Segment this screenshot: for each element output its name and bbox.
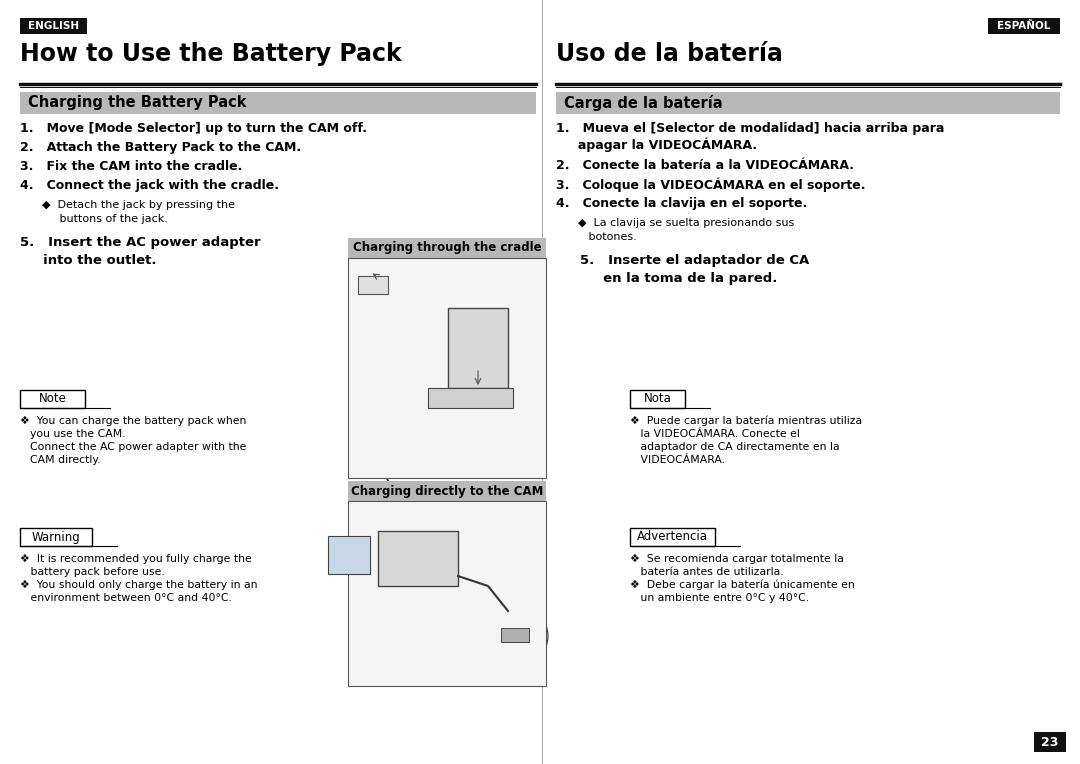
Text: ENGLISH: ENGLISH [28, 21, 79, 31]
Text: battery pack before use.: battery pack before use. [21, 567, 165, 577]
Bar [630, 390, 685, 408]
Text: 4.   Conecte la clavija en el soporte.: 4. Conecte la clavija en el soporte. [556, 197, 807, 210]
Text: you use the CAM.: you use the CAM. [30, 429, 125, 439]
Text: 4.   Connect the jack with the cradle.: 4. Connect the jack with the cradle. [21, 179, 279, 192]
Text: 5.   Insert the AC power adapter: 5. Insert the AC power adapter [21, 236, 260, 249]
Text: Charging directly to the CAM: Charging directly to the CAM [351, 484, 543, 497]
Text: Charging the Battery Pack: Charging the Battery Pack [28, 96, 246, 111]
Text: ❖  Puede cargar la batería mientras utiliza: ❖ Puede cargar la batería mientras utili… [630, 416, 862, 426]
Circle shape [476, 319, 504, 347]
Bar [328, 536, 370, 574]
Bar [348, 481, 546, 501]
Text: la VIDEOCÁMARA. Conecte el: la VIDEOCÁMARA. Conecte el [630, 429, 800, 439]
Bar [348, 238, 546, 258]
Text: ESPAÑOL: ESPAÑOL [997, 21, 1051, 31]
Circle shape [488, 606, 548, 666]
Bar [428, 388, 513, 408]
Text: ◆  La clavija se suelta presionando sus: ◆ La clavija se suelta presionando sus [578, 218, 794, 228]
Bar [348, 501, 546, 686]
Text: ❖  Debe cargar la batería únicamente en: ❖ Debe cargar la batería únicamente en [630, 580, 854, 591]
Text: Nota: Nota [644, 393, 672, 406]
Text: ❖  You should only charge the battery in an: ❖ You should only charge the battery in … [21, 580, 257, 590]
Text: en la toma de la pared.: en la toma de la pared. [580, 272, 778, 285]
Text: 2.   Attach the Battery Pack to the CAM.: 2. Attach the Battery Pack to the CAM. [21, 141, 301, 154]
Text: Warning: Warning [31, 530, 80, 543]
Text: batería antes de utilizarla.: batería antes de utilizarla. [630, 567, 784, 577]
Bar [988, 18, 1059, 34]
Text: 3.   Coloque la VIDEOCÁMARA en el soporte.: 3. Coloque la VIDEOCÁMARA en el soporte. [556, 178, 865, 193]
Text: 1.   Mueva el [Selector de modalidad] hacia arriba para: 1. Mueva el [Selector de modalidad] haci… [556, 122, 944, 135]
Text: adaptador de CA directamente en la: adaptador de CA directamente en la [630, 442, 839, 452]
Text: 2.   Conecte la batería a la VIDEOCÁMARA.: 2. Conecte la batería a la VIDEOCÁMARA. [556, 159, 854, 172]
Text: 5.   Inserte el adaptador de CA: 5. Inserte el adaptador de CA [580, 254, 809, 267]
Text: environment between 0°C and 40°C.: environment between 0°C and 40°C. [21, 593, 232, 603]
Bar [630, 528, 715, 546]
Bar [357, 276, 388, 294]
Bar [1034, 732, 1066, 752]
Bar [21, 528, 92, 546]
Text: How to Use the Battery Pack: How to Use the Battery Pack [21, 42, 402, 66]
Bar [501, 628, 529, 642]
Text: Charging through the cradle: Charging through the cradle [353, 241, 541, 254]
Bar [21, 92, 536, 114]
Text: ❖  You can charge the battery pack when: ❖ You can charge the battery pack when [21, 416, 246, 426]
Text: ◆  Detach the jack by pressing the: ◆ Detach the jack by pressing the [42, 200, 235, 210]
Text: Uso de la batería: Uso de la batería [556, 42, 783, 66]
Text: un ambiente entre 0°C y 40°C.: un ambiente entre 0°C y 40°C. [630, 593, 809, 603]
Bar [556, 92, 1059, 114]
Bar [378, 531, 458, 586]
Text: VIDEOCÁMARA.: VIDEOCÁMARA. [630, 455, 725, 465]
Text: 3.   Fix the CAM into the cradle.: 3. Fix the CAM into the cradle. [21, 160, 242, 173]
Text: 23: 23 [1041, 736, 1058, 749]
Text: Note: Note [39, 393, 67, 406]
Text: ❖  Se recomienda cargar totalmente la: ❖ Se recomienda cargar totalmente la [630, 554, 843, 564]
Text: into the outlet.: into the outlet. [21, 254, 157, 267]
Bar [348, 258, 546, 478]
Text: botones.: botones. [578, 232, 637, 242]
Bar [21, 390, 85, 408]
Text: ❖  It is recommended you fully charge the: ❖ It is recommended you fully charge the [21, 554, 252, 564]
Text: 1.   Move [Mode Selector] up to turn the CAM off.: 1. Move [Mode Selector] up to turn the C… [21, 122, 367, 135]
Bar [448, 308, 508, 388]
Bar [21, 18, 87, 34]
Text: Advertencia: Advertencia [637, 530, 708, 543]
Text: Connect the AC power adapter with the: Connect the AC power adapter with the [30, 442, 246, 452]
Text: Carga de la batería: Carga de la batería [564, 95, 723, 111]
Text: apagar la VIDEOCÁMARA.: apagar la VIDEOCÁMARA. [556, 138, 757, 153]
Text: buttons of the jack.: buttons of the jack. [42, 214, 167, 224]
Text: CAM directly.: CAM directly. [30, 455, 100, 465]
